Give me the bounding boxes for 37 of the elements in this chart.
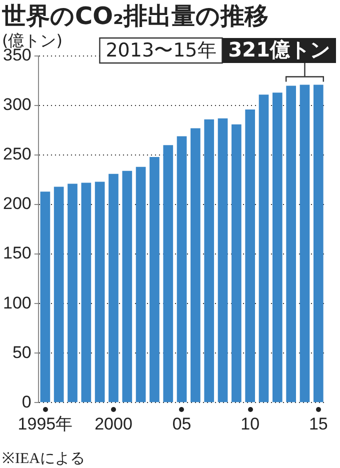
- y-tick-label: 150: [2, 244, 32, 263]
- chart-title: 世界のCO₂排出量の推移: [2, 1, 269, 32]
- x-tick-label: 1995年: [18, 414, 73, 434]
- y-tick-label: 0: [22, 392, 32, 412]
- bar: [163, 145, 174, 402]
- bar: [122, 170, 132, 402]
- bar: [300, 84, 310, 402]
- bar: [190, 128, 200, 402]
- annotation: 321億トン: [228, 38, 330, 62]
- annotation: 2013〜15年: [106, 39, 216, 62]
- bar: [150, 157, 160, 402]
- bar: [94, 182, 105, 402]
- y-tick-label: 50: [12, 342, 32, 362]
- bar: [313, 84, 324, 402]
- x-tick-label: 05: [172, 414, 192, 434]
- bar: [81, 182, 92, 402]
- bar: [218, 118, 228, 402]
- bar: [40, 192, 50, 402]
- y-tick-label: 200: [2, 194, 32, 214]
- bar: [108, 174, 118, 402]
- x-tick-label: 10: [240, 414, 260, 434]
- y-tick-label: 250: [2, 144, 32, 164]
- bar: [204, 119, 214, 402]
- x-tick-label: 2000: [94, 414, 132, 434]
- bar: [258, 94, 269, 402]
- y-tick-label: 100: [2, 293, 32, 312]
- bar: [232, 124, 242, 402]
- bar: [54, 186, 64, 402]
- bar: [245, 109, 256, 402]
- x-tick-label: 15: [308, 414, 328, 434]
- bar: [136, 166, 146, 402]
- bar: [68, 184, 78, 402]
- bar: [286, 86, 296, 402]
- y-tick-label: 300: [2, 95, 32, 114]
- bar: [176, 136, 187, 402]
- text: ※IEAによる: [2, 450, 85, 468]
- bar: [272, 92, 282, 402]
